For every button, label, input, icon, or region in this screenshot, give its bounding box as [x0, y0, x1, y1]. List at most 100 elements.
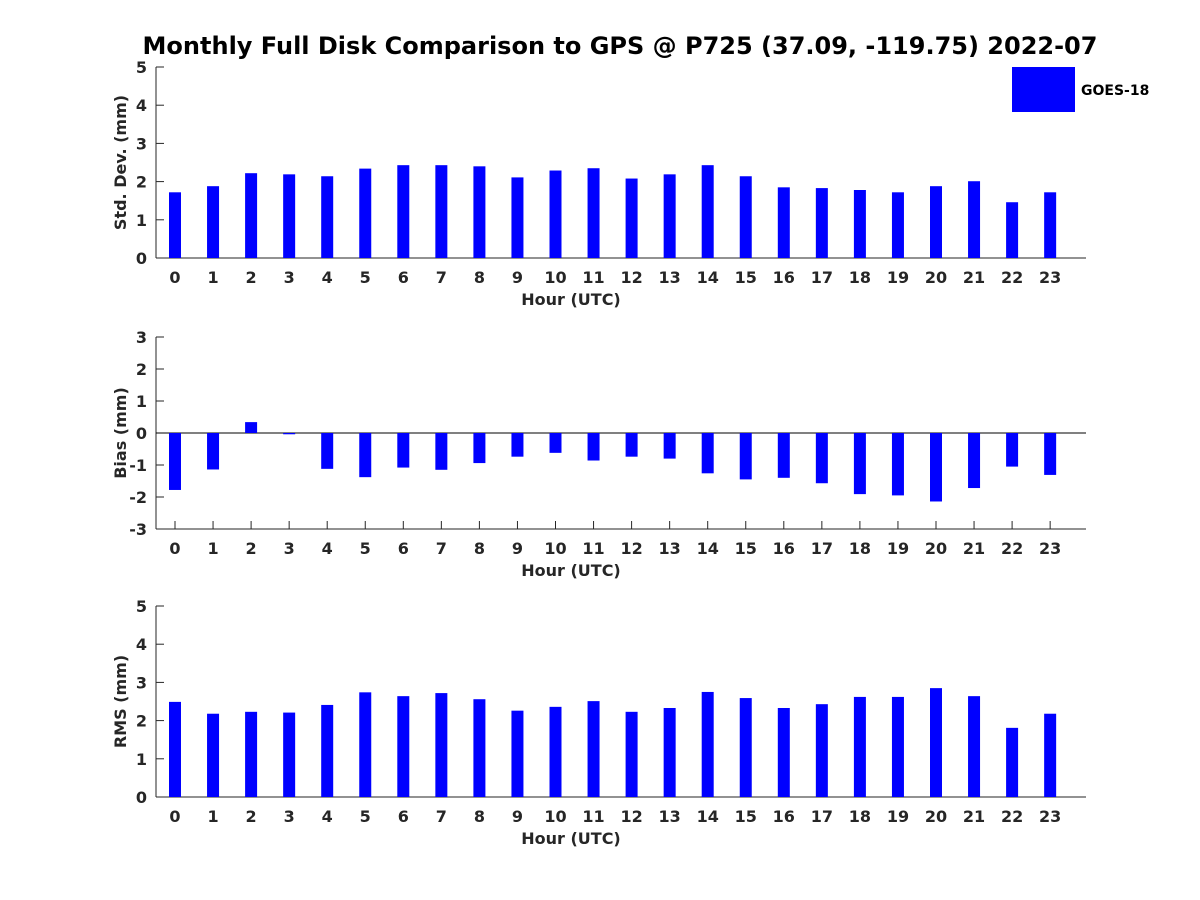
x-tick-label: 0 [169, 807, 180, 826]
x-tick-label: 6 [398, 268, 409, 287]
x-tick-label: 18 [849, 539, 871, 558]
bar-hour-19 [891, 433, 904, 496]
x-tick-label: 23 [1039, 539, 1061, 558]
x-tick-label: 1 [207, 539, 218, 558]
y-tick-label: -1 [129, 456, 147, 475]
x-tick-label: 3 [284, 539, 295, 558]
x-tick-label: 6 [398, 539, 409, 558]
bar-hour-17 [815, 704, 828, 797]
bar-hour-0 [169, 192, 181, 258]
bar-hour-4 [321, 433, 334, 469]
x-tick-label: 11 [582, 539, 604, 558]
x-tick-label: 4 [322, 268, 333, 287]
bar-hour-12 [625, 711, 638, 797]
bar-hour-15 [739, 698, 752, 797]
x-tick-label: 22 [1001, 807, 1023, 826]
y-tick-label: 3 [136, 328, 147, 347]
bar-hour-18 [853, 433, 866, 495]
x-tick-label: 18 [849, 268, 871, 287]
y-tick-label: 2 [136, 712, 147, 731]
y-axis-label: Bias (mm) [111, 387, 130, 479]
x-tick-label: 2 [246, 807, 257, 826]
bar-hour-14 [701, 165, 714, 258]
x-tick-label: 0 [169, 539, 180, 558]
bar-hour-10 [549, 433, 562, 453]
legend: GOES-18 [1012, 67, 1149, 112]
x-tick-label: 5 [360, 539, 371, 558]
x-tick-label: 6 [398, 807, 409, 826]
bar-hour-2 [245, 173, 258, 258]
x-tick-label: 20 [925, 539, 947, 558]
y-tick-label: 1 [136, 211, 147, 230]
bar-hour-6 [397, 433, 410, 468]
y-tick-label: 3 [136, 673, 147, 692]
x-tick-label: 14 [697, 807, 719, 826]
bar-hour-20 [930, 186, 942, 258]
bar-hour-22 [1006, 202, 1019, 258]
x-tick-label: 7 [436, 807, 447, 826]
bar-hour-13 [663, 433, 676, 459]
bar-hour-3 [283, 433, 296, 435]
y-tick-label: 5 [136, 597, 147, 616]
x-tick-label: 15 [735, 268, 757, 287]
bar-hour-19 [891, 696, 904, 797]
bar-hour-17 [815, 188, 828, 258]
x-tick-label: 21 [963, 539, 985, 558]
y-axis-label: RMS (mm) [111, 655, 130, 748]
bar-hour-13 [663, 174, 676, 258]
bar-hour-12 [625, 433, 638, 457]
x-tick-label: 23 [1039, 268, 1061, 287]
bar-hour-14 [701, 691, 714, 797]
x-tick-label: 21 [963, 268, 985, 287]
x-tick-label: 1 [207, 807, 218, 826]
x-tick-label: 2 [246, 539, 257, 558]
x-tick-label: 11 [582, 268, 604, 287]
bar-hour-2 [245, 711, 258, 797]
x-tick-label: 21 [963, 807, 985, 826]
bar-hour-13 [663, 707, 676, 797]
bar-hour-10 [549, 170, 562, 258]
bar-hour-0 [169, 701, 181, 797]
y-axis-label: Std. Dev. (mm) [111, 95, 130, 230]
bar-hour-5 [359, 692, 372, 797]
bar-hour-7 [435, 433, 448, 470]
y-tick-label: 4 [136, 96, 147, 115]
x-tick-label: 9 [512, 539, 523, 558]
bar-hour-16 [777, 707, 790, 797]
bar-hour-16 [777, 433, 790, 478]
x-tick-label: 20 [925, 807, 947, 826]
x-tick-label: 9 [512, 807, 523, 826]
y-tick-label: 1 [136, 392, 147, 411]
bar-hour-11 [587, 168, 600, 258]
x-tick-label: 0 [169, 268, 180, 287]
bar-hour-15 [739, 433, 752, 480]
bar-hour-16 [777, 187, 790, 258]
x-tick-label: 5 [360, 268, 371, 287]
y-tick-label: 0 [136, 788, 147, 807]
x-tick-label: 8 [474, 807, 485, 826]
y-tick-label: 3 [136, 134, 147, 153]
bar-hour-3 [283, 174, 296, 258]
x-tick-label: 17 [811, 539, 833, 558]
x-tick-label: 13 [659, 539, 681, 558]
bar-hour-9 [511, 433, 524, 457]
x-tick-label: 2 [246, 268, 257, 287]
x-tick-label: 3 [284, 268, 295, 287]
y-tick-label: 2 [136, 360, 147, 379]
bar-hour-10 [549, 706, 562, 797]
x-tick-label: 8 [474, 268, 485, 287]
bar-hour-23 [1044, 713, 1057, 797]
bar-hour-2 [245, 422, 258, 433]
x-tick-label: 15 [735, 807, 757, 826]
x-tick-label: 13 [659, 268, 681, 287]
bar-hour-4 [321, 176, 334, 258]
x-axis-label: Hour (UTC) [521, 290, 621, 309]
x-tick-label: 16 [773, 268, 795, 287]
y-tick-label: 5 [136, 58, 147, 77]
bar-hour-22 [1006, 727, 1019, 797]
bar-hour-19 [891, 192, 904, 258]
x-tick-label: 4 [322, 539, 333, 558]
